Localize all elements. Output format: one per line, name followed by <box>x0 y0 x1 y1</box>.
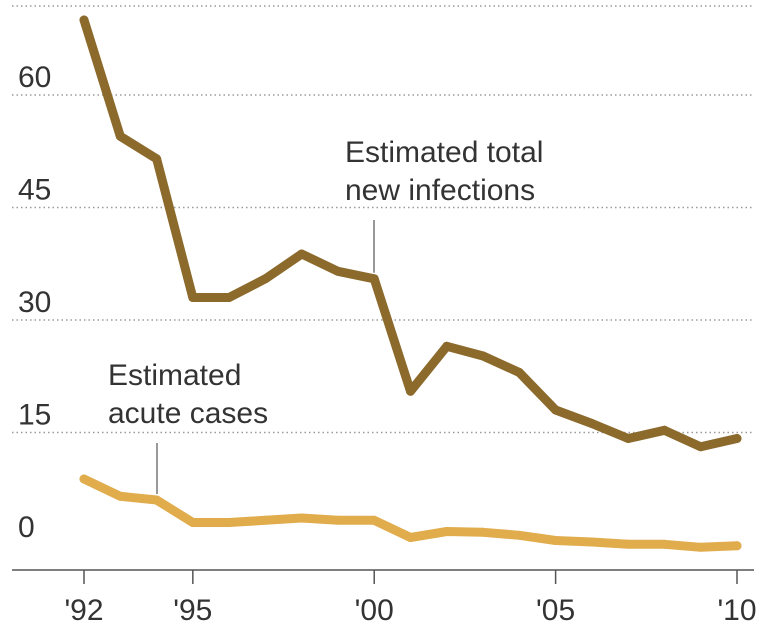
data-point <box>260 515 270 525</box>
data-point <box>188 518 198 527</box>
x-tick-label: '00 <box>355 594 394 627</box>
x-tick-label: '05 <box>536 594 575 627</box>
data-point <box>152 495 162 505</box>
y-tick-label: 30 <box>18 286 51 319</box>
data-point <box>551 536 561 545</box>
data-point <box>478 351 488 361</box>
data-point <box>696 442 706 452</box>
series-annotation-label: new infections <box>345 174 535 207</box>
data-point <box>79 474 89 484</box>
x-tick-label: '10 <box>717 594 756 627</box>
y-axis-ticks: 0 15 30 45 60 <box>18 61 51 544</box>
series-annotation-label: Estimated <box>108 359 241 392</box>
y-tick-label: 60 <box>18 61 51 94</box>
x-axis-ticks: '92 '95 '00 '05 '10 <box>64 570 757 627</box>
data-point <box>260 274 270 284</box>
data-point <box>696 542 706 552</box>
data-point <box>333 515 343 525</box>
series-lines <box>79 15 742 552</box>
data-point <box>297 249 307 259</box>
data-point <box>406 533 415 542</box>
data-point <box>732 541 742 551</box>
x-tick-label: '95 <box>173 594 212 627</box>
data-point <box>79 15 89 25</box>
data-point <box>551 405 561 415</box>
data-point <box>514 530 524 540</box>
data-point <box>442 527 452 536</box>
data-point <box>732 434 742 443</box>
data-point <box>188 293 198 302</box>
data-point <box>115 491 125 501</box>
data-point <box>224 293 234 302</box>
annotations: Estimated total new infections Estimated ac… <box>108 136 543 494</box>
data-point <box>115 131 125 141</box>
data-point <box>514 368 524 377</box>
data-point <box>623 434 633 443</box>
data-point <box>369 515 379 525</box>
data-point <box>224 518 234 527</box>
y-tick-label: 45 <box>18 174 51 207</box>
data-point <box>587 419 597 428</box>
x-tick-label: '92 <box>64 594 103 627</box>
data-point <box>369 274 379 284</box>
series-annotation-label: acute cases <box>108 397 268 430</box>
data-point <box>478 527 488 537</box>
data-point <box>442 341 452 351</box>
data-point <box>623 539 633 549</box>
y-tick-label: 15 <box>18 399 51 432</box>
y-tick-label: 0 <box>18 511 35 544</box>
data-point <box>659 539 669 549</box>
data-point <box>333 266 343 276</box>
data-point <box>659 425 669 435</box>
data-point <box>297 513 307 523</box>
data-point <box>587 537 597 547</box>
data-point <box>406 386 415 396</box>
series-annotation-label: Estimated total <box>345 136 543 169</box>
data-point <box>152 154 162 164</box>
